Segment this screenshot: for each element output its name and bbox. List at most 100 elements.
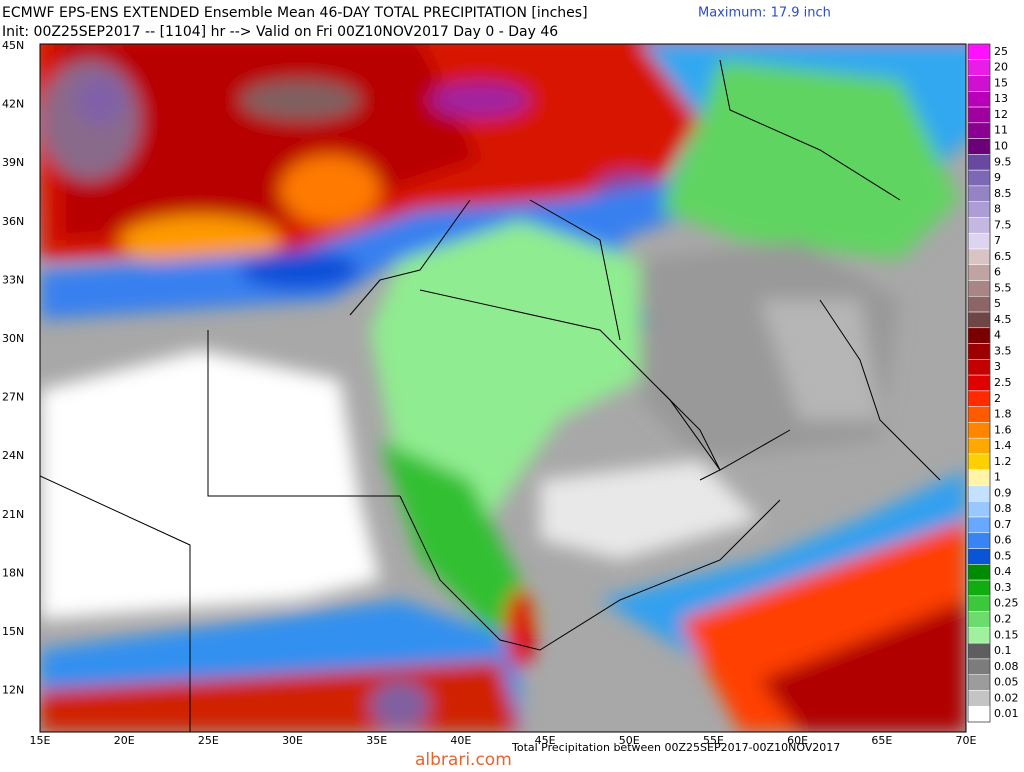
colorbar-label: 0.6 xyxy=(994,534,1012,547)
lon-label: 40E xyxy=(450,734,471,747)
colorbar-swatch xyxy=(967,201,991,218)
colorbar-label: 15 xyxy=(994,76,1008,89)
colorbar-label: 4.5 xyxy=(994,313,1012,326)
colorbar-swatch xyxy=(967,138,991,155)
lon-label: 30E xyxy=(282,734,303,747)
colorbar-label: 3 xyxy=(994,360,1001,373)
colorbar-label: 0.05 xyxy=(994,676,1019,689)
colorbar-label: 0.3 xyxy=(994,581,1012,594)
colorbar-swatch xyxy=(967,611,991,628)
lat-label: 33N xyxy=(2,273,24,286)
colorbar-label: 7.5 xyxy=(994,218,1012,231)
colorbar-label: 0.01 xyxy=(994,707,1019,720)
colorbar-label: 4 xyxy=(994,329,1001,342)
watermark: albrari.com xyxy=(415,750,512,768)
colorbar: 252015131211109.598.587.576.565.554.543.… xyxy=(967,43,1019,723)
colorbar-label: 0.5 xyxy=(994,549,1012,562)
lat-label: 24N xyxy=(2,449,24,462)
lat-label: 45N xyxy=(2,39,24,52)
colorbar-label: 6.5 xyxy=(994,250,1012,263)
colorbar-label: 0.4 xyxy=(994,565,1012,578)
colorbar-label: 5.5 xyxy=(994,281,1012,294)
colorbar-label: 11 xyxy=(994,124,1008,137)
colorbar-label: 12 xyxy=(994,108,1008,121)
colorbar-swatch xyxy=(967,311,991,329)
colorbar-swatch xyxy=(967,296,991,313)
colorbar-swatch xyxy=(967,564,991,581)
colorbar-label: 1.8 xyxy=(994,408,1012,421)
colorbar-swatch xyxy=(967,705,991,723)
colorbar-swatch xyxy=(967,154,991,171)
precip-field xyxy=(40,44,966,732)
colorbar-label: 25 xyxy=(994,45,1008,58)
colorbar-label: 0.1 xyxy=(994,644,1012,657)
lat-label: 42N xyxy=(2,98,24,111)
lon-labels: 15E 20E 25E 30E 35E 40E 45E 50E 55E 60E 65E 70E xyxy=(30,734,977,747)
colorbar-swatch xyxy=(967,343,991,360)
lon-label: 25E xyxy=(198,734,219,747)
lon-label: 60E xyxy=(787,734,808,747)
colorbar-swatch xyxy=(967,390,991,407)
map-frame xyxy=(39,43,967,733)
colorbar-label: 0.15 xyxy=(994,628,1019,641)
colorbar-label: 2.5 xyxy=(994,376,1012,389)
colorbar-swatch xyxy=(967,169,991,187)
colorbar-label: 0.8 xyxy=(994,502,1012,515)
colorbar-label: 0.2 xyxy=(994,613,1012,626)
colorbar-swatch xyxy=(967,248,991,265)
colorbar-swatch xyxy=(967,217,991,234)
colorbar-swatch xyxy=(967,91,991,108)
colorbar-swatch xyxy=(967,690,991,707)
lat-label: 30N xyxy=(2,332,24,345)
colorbar-label: 1.4 xyxy=(994,439,1012,452)
colorbar-label: 0.08 xyxy=(994,660,1019,673)
lon-label: 20E xyxy=(114,734,135,747)
colorbar-label: 10 xyxy=(994,139,1008,152)
lat-label: 39N xyxy=(2,156,24,169)
colorbar-label: 1.2 xyxy=(994,455,1012,468)
colorbar-label: 1 xyxy=(994,471,1001,484)
title: ECMWF EPS-ENS EXTENDED Ensemble Mean 46-… xyxy=(2,5,588,21)
colorbar-swatch xyxy=(967,579,991,597)
colorbar-label: 20 xyxy=(994,61,1008,74)
colorbar-swatch xyxy=(967,658,991,675)
colorbar-swatch xyxy=(967,327,991,344)
colorbar-label: 13 xyxy=(994,92,1008,105)
colorbar-label: 1.6 xyxy=(994,423,1012,436)
lon-label: 50E xyxy=(619,734,640,747)
borders xyxy=(40,59,941,732)
colorbar-swatch xyxy=(967,422,991,439)
lat-label: 15N xyxy=(2,625,24,638)
colorbar-swatch xyxy=(967,280,991,297)
colorbar-label: 6 xyxy=(994,266,1001,279)
colorbar-swatch xyxy=(967,122,991,139)
colorbar-swatch xyxy=(967,406,991,423)
colorbar-label: 3.5 xyxy=(994,344,1012,357)
lat-label: 27N xyxy=(2,391,24,404)
colorbar-label: 0.02 xyxy=(994,691,1019,704)
colorbar-label: 2 xyxy=(994,392,1001,405)
colorbar-label: 0.25 xyxy=(994,597,1019,610)
caption: Total Precipitation between 00Z25SEP2017… xyxy=(511,741,840,754)
colorbar-label: 9 xyxy=(994,171,1001,184)
lon-label: 15E xyxy=(30,734,51,747)
colorbar-swatch xyxy=(967,548,991,565)
lon-label: 35E xyxy=(366,734,387,747)
lat-label: 18N xyxy=(2,566,24,579)
colorbar-label: 8.5 xyxy=(994,187,1012,200)
colorbar-swatch xyxy=(967,516,991,534)
colorbar-label: 8 xyxy=(994,203,1001,216)
colorbar-swatch xyxy=(967,359,991,376)
colorbar-label: 5 xyxy=(994,297,1001,310)
colorbar-swatch xyxy=(967,75,991,92)
colorbar-label: 0.7 xyxy=(994,518,1012,531)
colorbar-swatch xyxy=(967,469,991,486)
colorbar-swatch xyxy=(967,674,991,691)
lat-labels: 45N 42N 39N 36N 33N 30N 27N 24N 21N 18N 15N 12N xyxy=(2,39,24,697)
subtitle: Init: 00Z25SEP2017 -- [1104] hr --> Vali… xyxy=(2,24,558,40)
colorbar-swatch xyxy=(967,453,991,470)
colorbar-swatch xyxy=(967,264,991,281)
maximum: Maximum: 17.9 inch xyxy=(698,6,831,21)
colorbar-swatch xyxy=(967,595,991,612)
